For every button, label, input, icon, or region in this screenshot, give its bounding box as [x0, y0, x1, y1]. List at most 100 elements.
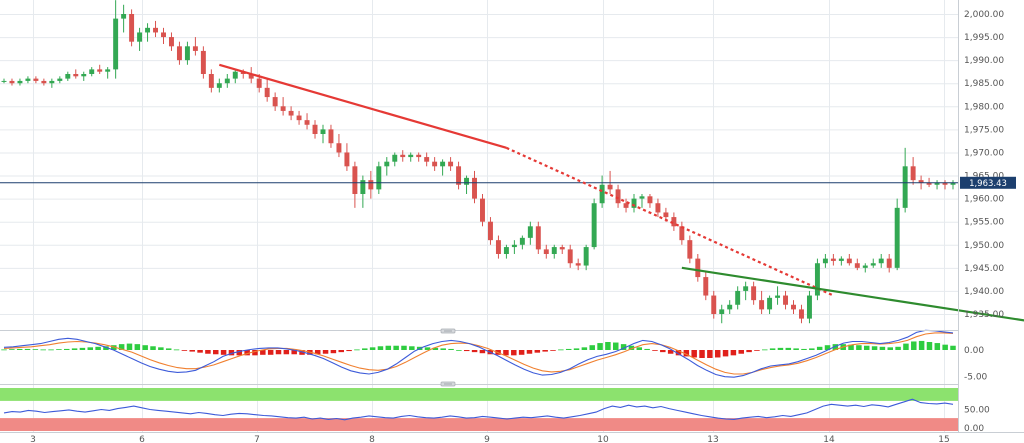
histogram-bar [824, 345, 831, 350]
histogram-bar [197, 350, 203, 353]
histogram-bar [918, 340, 925, 350]
histogram-bar [801, 348, 807, 350]
candle-body [623, 203, 629, 208]
histogram-bar [189, 350, 195, 352]
candle-body [527, 226, 533, 238]
candle-body [870, 263, 876, 266]
histogram-bar [40, 349, 46, 351]
candle-body [137, 32, 143, 42]
histogram-bar [895, 346, 901, 350]
candle-body [495, 240, 501, 254]
candle-body [360, 180, 366, 194]
candle-body [272, 97, 278, 107]
histogram-bar [746, 350, 752, 353]
histogram-bar [926, 342, 933, 350]
candle-body [695, 258, 701, 278]
histogram-bar [220, 350, 227, 355]
candle-body [81, 74, 87, 77]
candle-body [942, 182, 948, 185]
candle-body [791, 304, 796, 310]
histogram-bar [95, 346, 101, 350]
candle-body [599, 184, 605, 204]
y-tick-label: 1,940.00 [964, 287, 1004, 297]
candle-body [344, 152, 350, 167]
histogram-bar [903, 343, 909, 350]
candle-body [719, 309, 725, 314]
histogram-bar [142, 345, 148, 350]
histogram-bar [471, 350, 478, 353]
candle-body [448, 161, 454, 167]
y-tick-label: 1,935.00 [964, 310, 1004, 320]
candle-body [575, 263, 581, 266]
histogram-bar [181, 350, 188, 351]
candle-body [328, 129, 334, 144]
histogram-bar [762, 349, 768, 351]
candle-body [240, 71, 246, 74]
candle-body [320, 129, 326, 134]
histogram-bar [542, 350, 548, 352]
candle-body [392, 154, 398, 162]
x-tick-label: 10 [597, 435, 609, 443]
candle-body [248, 74, 254, 79]
x-tick-label: 8 [369, 435, 375, 443]
histogram-bar [613, 342, 619, 350]
histogram-bar [934, 343, 941, 350]
candle-body [655, 203, 661, 213]
x-tick-label: 15 [938, 435, 949, 443]
y-tick-label: 1,985.00 [964, 79, 1004, 89]
candle-body [65, 74, 71, 79]
candle-body [33, 78, 39, 81]
candle-body [679, 226, 685, 241]
histogram-bar [252, 350, 258, 356]
signal-line [3, 332, 954, 375]
histogram-bar [832, 344, 839, 350]
y-tick-label: -5.00 [964, 373, 988, 383]
candle-body [456, 166, 462, 185]
histogram-bar [526, 350, 533, 354]
candle-body [591, 203, 597, 248]
histogram-bar [754, 350, 760, 351]
candle-body [200, 50, 206, 74]
histogram-bar [942, 344, 948, 350]
histogram-bar [534, 350, 541, 353]
candle-body [759, 300, 765, 310]
candle-body [711, 295, 717, 314]
line-oscillator-panel [3, 398, 954, 421]
oscillator-bands [0, 388, 958, 431]
histogram-bar [440, 348, 446, 350]
candle-body [416, 154, 422, 158]
histogram-bar [769, 348, 776, 350]
histogram-bar [432, 347, 439, 350]
candle-body [878, 258, 884, 264]
trend-line [681, 266, 1024, 322]
candle-body [862, 265, 868, 268]
y-tick-label: 1,950.00 [964, 241, 1004, 251]
trend-line [219, 63, 507, 149]
histogram-bar [158, 347, 164, 350]
histogram-bar [636, 347, 643, 350]
histogram-bar [518, 350, 525, 355]
candle-body [830, 258, 836, 261]
histogram-bar [589, 345, 595, 350]
histogram-bar [63, 348, 70, 350]
candle-body [727, 304, 733, 310]
histogram-bar [111, 345, 117, 350]
histogram-bar [236, 350, 243, 356]
histogram-bar [730, 350, 737, 356]
histogram-bar [777, 347, 784, 350]
oversold-band [0, 418, 958, 431]
histogram-bar [456, 350, 462, 351]
candle-body [806, 295, 812, 319]
candle-body [89, 69, 95, 74]
histogram-bar [691, 350, 697, 358]
histogram-bar [652, 350, 658, 351]
y-tick-label: 1,990.00 [964, 56, 1004, 66]
histogram-bar [150, 346, 156, 350]
candle-body [424, 157, 430, 162]
histogram-bar [338, 350, 344, 353]
candle-body [9, 80, 15, 84]
panel-resize-handle[interactable] [440, 328, 456, 334]
panel-resize-handle[interactable] [440, 381, 456, 387]
